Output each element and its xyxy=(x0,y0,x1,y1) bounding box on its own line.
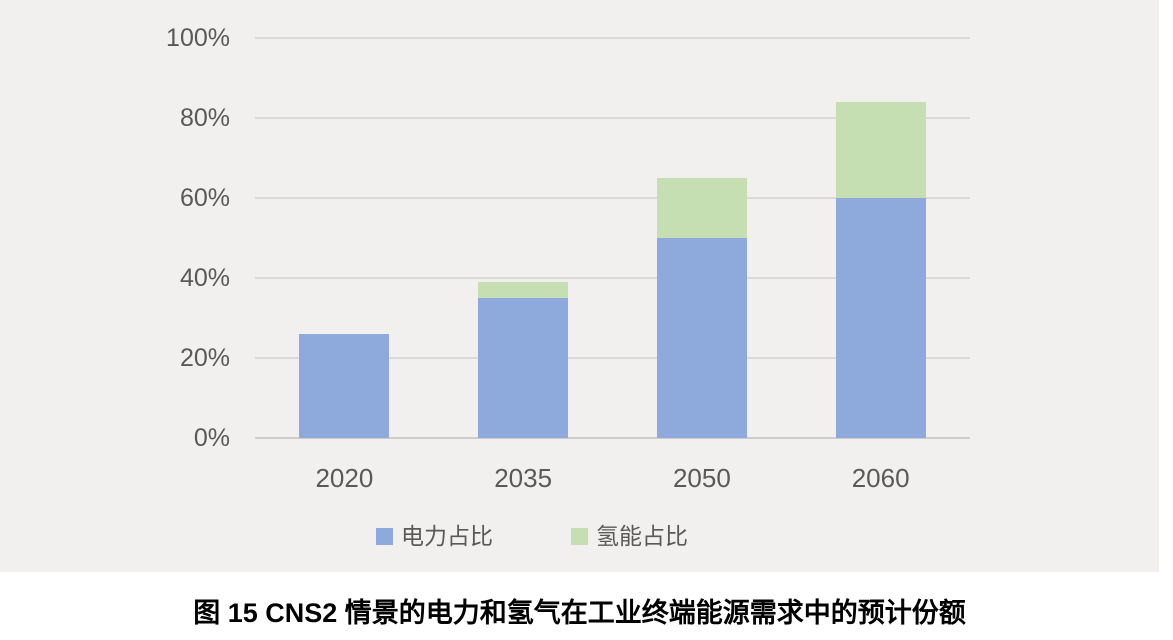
hydrogen-bar-segment-2050 xyxy=(656,178,747,238)
hydrogen-swatch-icon xyxy=(571,527,588,545)
gridline xyxy=(255,357,970,359)
legend-label-electricity: 电力占比 xyxy=(401,523,493,549)
gridline xyxy=(255,197,970,199)
y-tick-label: 100% xyxy=(166,24,230,52)
legend-item-electricity: 电力占比 xyxy=(376,522,493,550)
y-tick-label: 0% xyxy=(193,424,230,452)
hydrogen-bar-segment-2060 xyxy=(835,102,926,198)
legend-label-hydrogen: 氢能占比 xyxy=(596,523,688,549)
chart-panel: 0% 20% 40% 60% 80% 100% 2020 2035 2050 2060 电力占比… xyxy=(0,0,1159,572)
electricity-bar-segment-2035 xyxy=(478,298,569,438)
hydrogen-bar-segment-2035 xyxy=(478,282,569,298)
electricity-bar-segment-2060 xyxy=(835,198,926,438)
gridline xyxy=(255,117,970,119)
electricity-bar-segment-2020 xyxy=(299,334,390,438)
gridline xyxy=(255,277,970,279)
plot-area xyxy=(255,37,970,439)
y-tick-label: 40% xyxy=(179,264,230,292)
figure-caption: 图 15 CNS2 情景的电力和氢气在工业终端能源需求中的预计份额 xyxy=(193,598,966,628)
electricity-swatch-icon xyxy=(376,527,393,545)
x-tick-label-2035: 2035 xyxy=(494,463,553,493)
x-tick-label-2060: 2060 xyxy=(851,463,910,493)
legend-item-hydrogen: 氢能占比 xyxy=(571,522,688,550)
x-tick-label-2020: 2020 xyxy=(315,463,374,493)
y-tick-label: 20% xyxy=(179,344,230,372)
y-tick-label: 60% xyxy=(179,184,230,212)
y-tick-label: 80% xyxy=(179,104,230,132)
x-tick-label-2050: 2050 xyxy=(672,463,731,493)
legend: 电力占比 氢能占比 xyxy=(376,522,688,550)
electricity-bar-segment-2050 xyxy=(656,238,747,438)
x-axis-line xyxy=(255,437,970,439)
gridline xyxy=(255,37,970,39)
